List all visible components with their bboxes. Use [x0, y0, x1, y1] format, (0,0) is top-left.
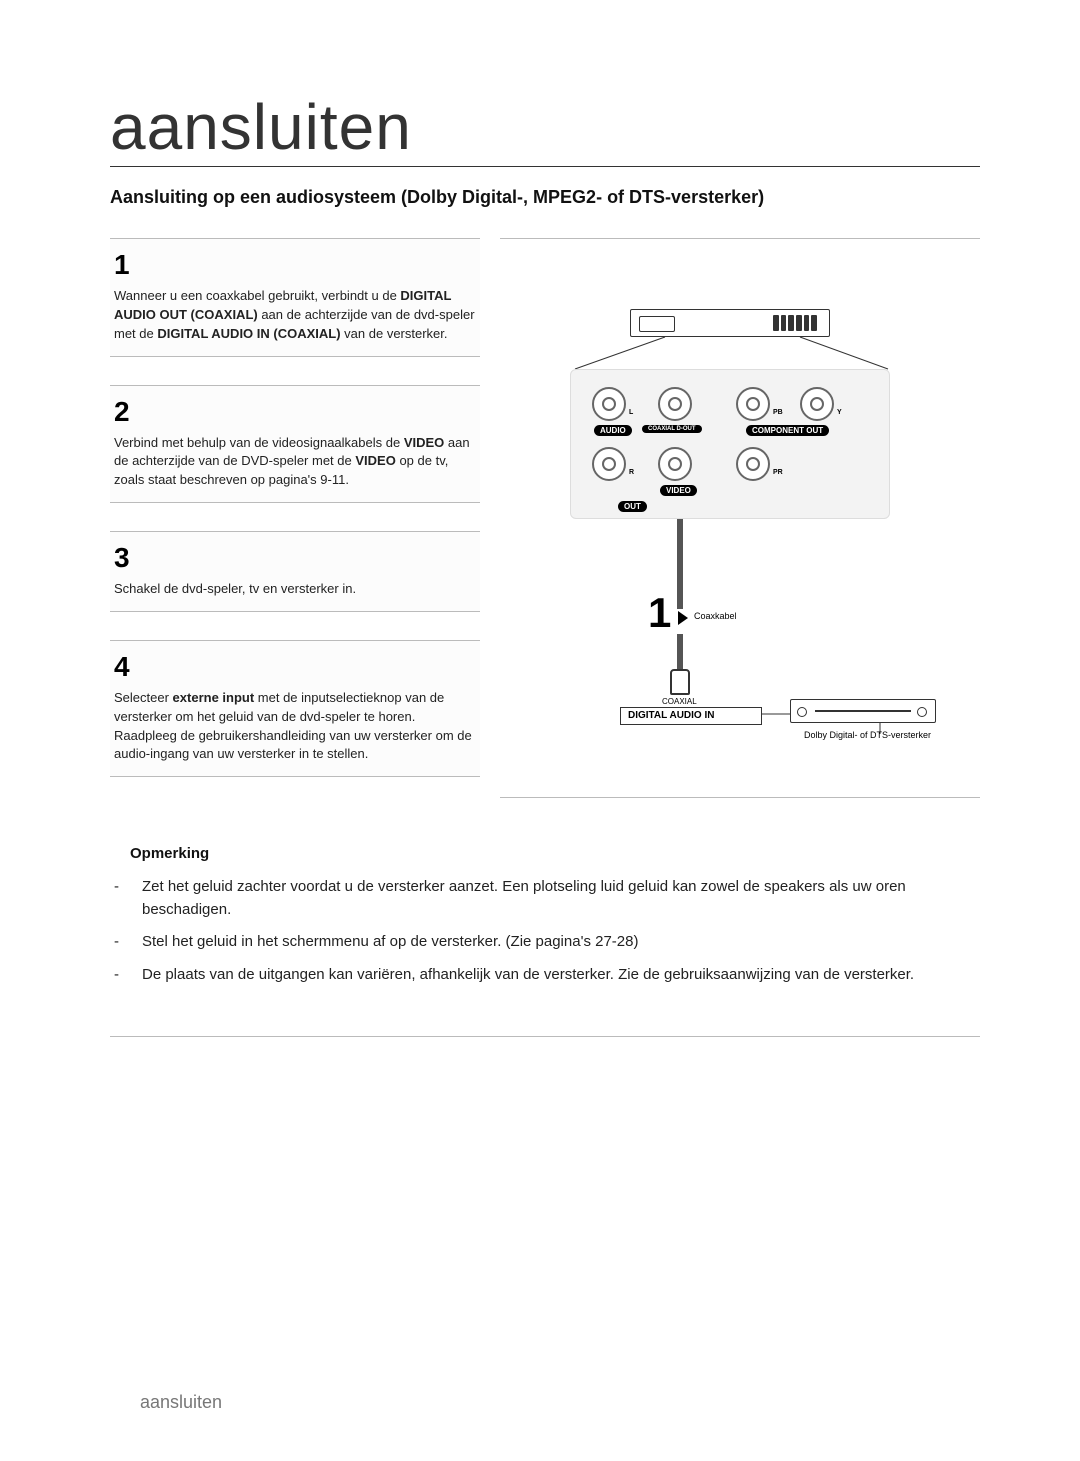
step-bold: VIDEO — [355, 453, 395, 468]
step-number: 4 — [114, 651, 476, 683]
step-text: van de versterker. — [341, 326, 448, 341]
connector-pb — [800, 387, 834, 421]
notes-title: Opmerking — [114, 845, 976, 862]
connection-diagram: L PB Y AUDIO COAXIAL D-OUT COMPONENT OUT… — [500, 238, 980, 798]
label-component-out: COMPONENT OUT — [746, 425, 829, 436]
step-number: 1 — [114, 249, 476, 281]
label-coax-cable: Coaxkabel — [694, 611, 737, 621]
label-out: OUT — [618, 501, 647, 512]
label-coaxial-out: COAXIAL D-OUT — [642, 425, 702, 433]
label-video: VIDEO — [660, 485, 697, 496]
step-number: 2 — [114, 396, 476, 428]
notes-section: Opmerking Zet het geluid zachter voordat… — [110, 845, 980, 1037]
steps-column: 1 Wanneer u een coaxkabel gebruikt, verb… — [110, 238, 480, 805]
connector-video — [658, 447, 692, 481]
connector-pr — [736, 387, 770, 421]
page-title: aansluiten — [110, 90, 980, 167]
label-r: R — [629, 469, 634, 476]
note-item: Stel het geluid in het schermmenu af op … — [114, 931, 976, 954]
connector-audio-l — [592, 387, 626, 421]
label-audio: AUDIO — [594, 425, 632, 436]
step-body: Wanneer u een coaxkabel gebruikt, verbin… — [114, 287, 476, 344]
connector-coaxial — [658, 387, 692, 421]
note-item: Zet het geluid zachter voordat u de vers… — [114, 876, 976, 921]
diagram-step-1-marker: 1 — [648, 589, 671, 637]
label-pb: PB — [773, 409, 783, 416]
label-digital-audio-in: DIGITAL AUDIO IN — [628, 710, 714, 721]
dvd-player-icon — [630, 309, 830, 337]
step-text: Wanneer u een coaxkabel gebruikt, verbin… — [114, 288, 400, 303]
coaxial-plug-icon — [670, 669, 690, 695]
step-bold: VIDEO — [404, 435, 444, 450]
connector-pr2 — [736, 447, 770, 481]
step-4: 4 Selecteer externe input met de inputse… — [110, 640, 480, 777]
page-footer: aansluiten — [140, 1392, 222, 1413]
connector-audio-r — [592, 447, 626, 481]
step-3: 3 Schakel de dvd-speler, tv en versterke… — [110, 531, 480, 612]
label-l: L — [629, 409, 633, 416]
amplifier-icon — [790, 699, 936, 723]
step-text: Selecteer — [114, 690, 173, 705]
label-amp-desc: Dolby Digital- of DTS-versterker — [804, 731, 934, 741]
step-1: 1 Wanneer u een coaxkabel gebruikt, verb… — [110, 238, 480, 357]
step-bold: externe input — [173, 690, 255, 705]
step-text: Schakel de dvd-speler, tv en versterker … — [114, 581, 356, 596]
label-y: Y — [837, 409, 842, 416]
page-subtitle: Aansluiting op een audiosysteem (Dolby D… — [110, 187, 980, 208]
arrow-right-icon — [678, 611, 688, 625]
step-body: Selecteer externe input met de inputsele… — [114, 689, 476, 764]
step-body: Schakel de dvd-speler, tv en versterker … — [114, 580, 476, 599]
step-text: Verbind met behulp van de videosignaalka… — [114, 435, 404, 450]
diagram-column: L PB Y AUDIO COAXIAL D-OUT COMPONENT OUT… — [500, 238, 980, 805]
note-item: De plaats van de uitgangen kan variëren,… — [114, 964, 976, 987]
step-body: Verbind met behulp van de videosignaalka… — [114, 434, 476, 491]
step-bold: DIGITAL AUDIO IN (COAXIAL) — [157, 326, 340, 341]
step-number: 3 — [114, 542, 476, 574]
step-2: 2 Verbind met behulp van de videosignaal… — [110, 385, 480, 504]
label-coaxial: COAXIAL — [662, 697, 697, 706]
label-pr: PR — [773, 469, 783, 476]
